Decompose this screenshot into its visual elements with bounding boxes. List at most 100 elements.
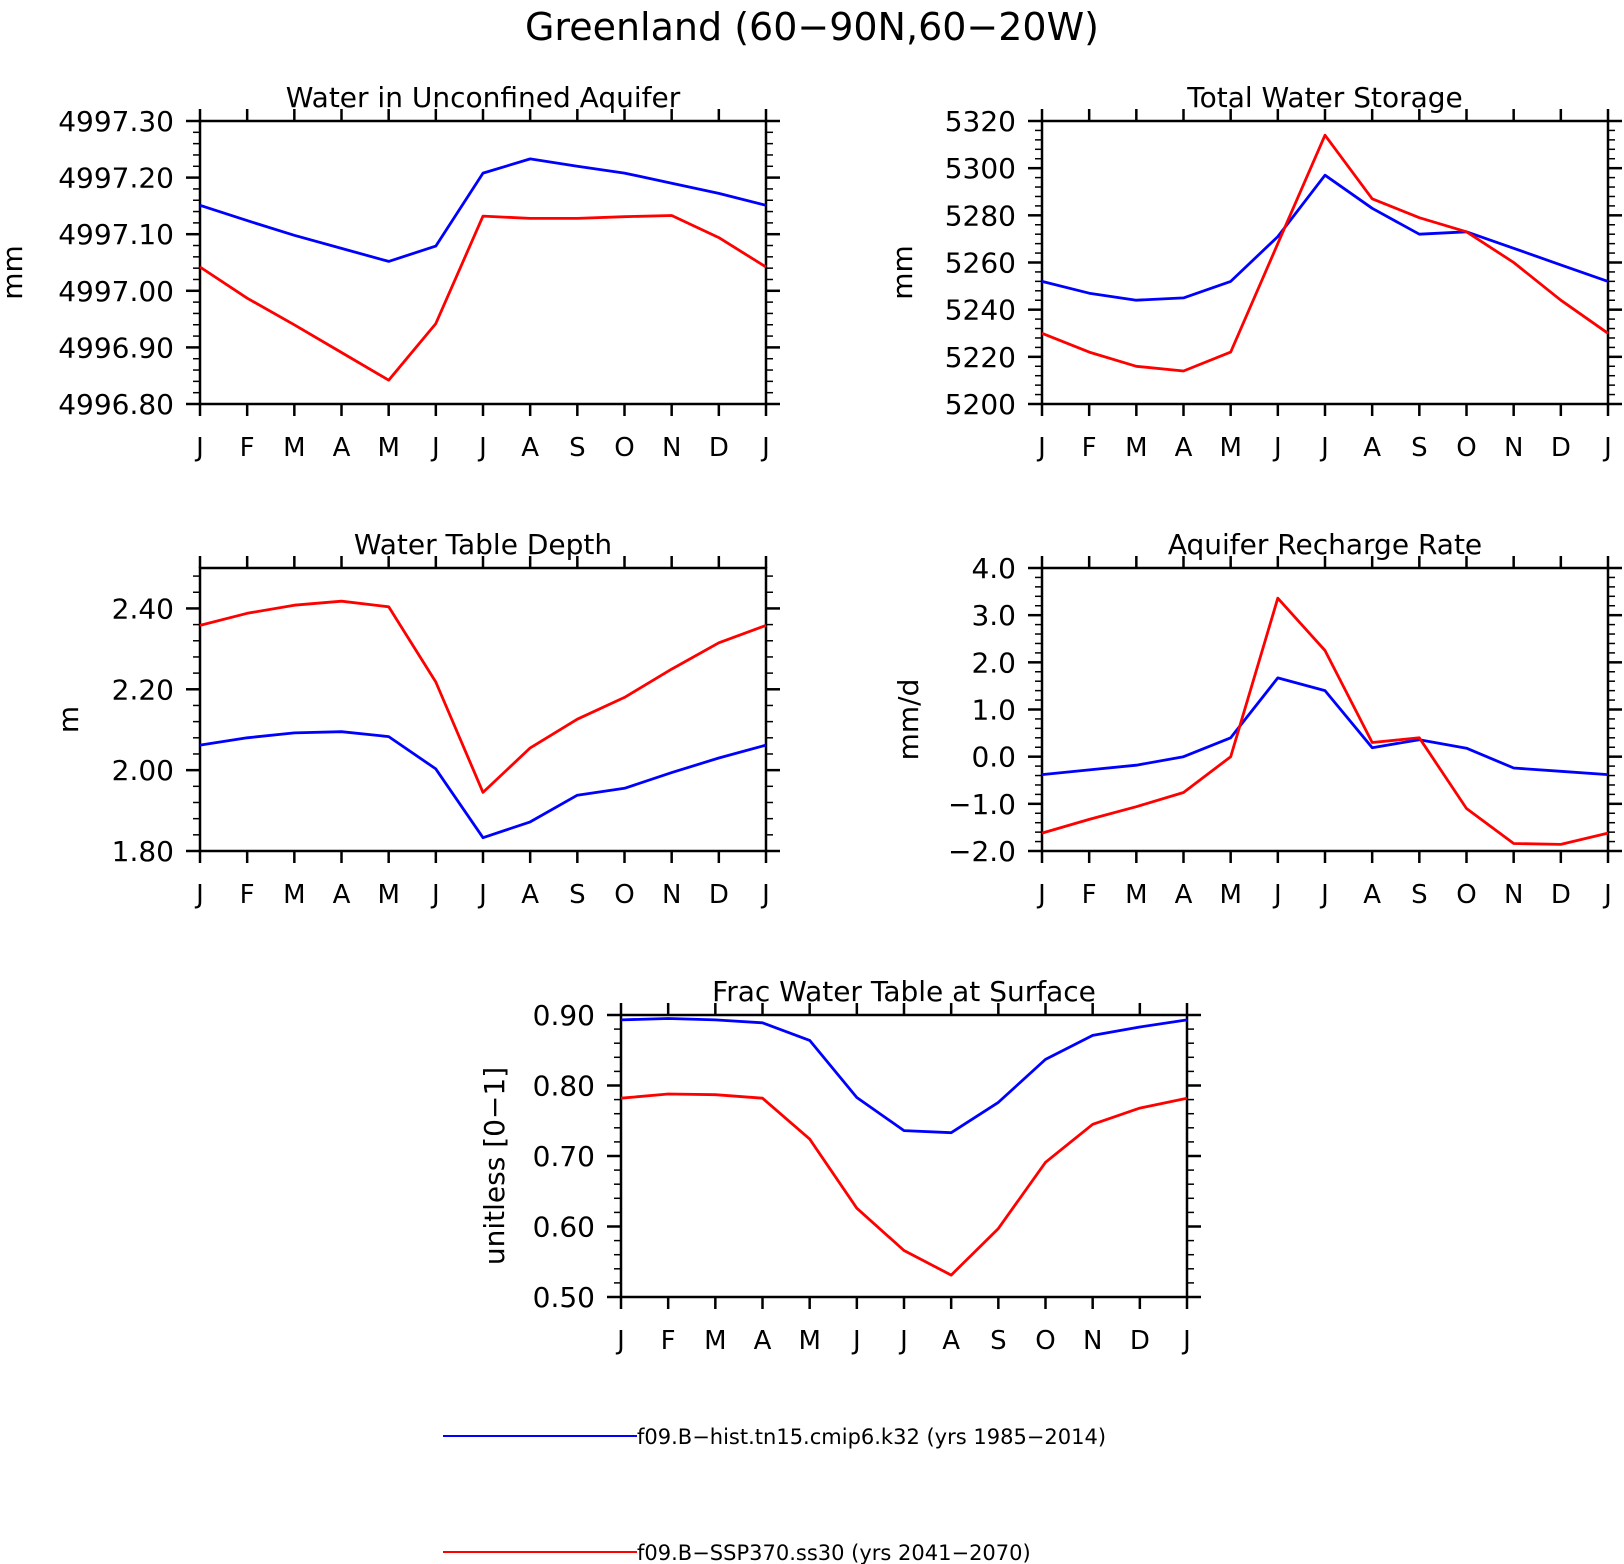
panel-title: Water Table Depth [354, 528, 612, 561]
plot-frame [1040, 119, 1610, 406]
legend-label-hist: f09.B−hist.tn15.cmip6.k32 (yrs 1985−2014… [637, 1425, 1106, 1449]
y-tick-label: 5220 [945, 341, 1016, 374]
x-tick-label: J [1272, 433, 1282, 463]
series-line-hist [199, 730, 767, 840]
x-tick-label: O [1456, 880, 1476, 910]
x-tick-label: F [1082, 433, 1097, 463]
x-tick-label: O [1456, 433, 1476, 463]
y-tick-label: 4996.80 [58, 388, 174, 421]
x-tick-label: M [704, 1326, 726, 1356]
x-tick-label: J [194, 880, 204, 910]
series-line-ssp [199, 214, 767, 382]
x-tick-label: S [1411, 433, 1428, 463]
x-tick-label: F [240, 433, 255, 463]
series-line-ssp [1041, 596, 1609, 846]
y-tick-label: 2.00 [112, 754, 174, 787]
x-tick-label: M [798, 1326, 820, 1356]
x-tick-label: J [760, 880, 770, 910]
series-line-ssp [199, 599, 767, 794]
legend-entry-ssp: f09.B−SSP370.ss30 (yrs 2041−2070) [443, 1541, 1031, 1564]
legend: f09.B−hist.tn15.cmip6.k32 (yrs 1985−2014… [443, 1425, 1106, 1564]
x-tick-label: J [430, 433, 440, 463]
y-tick-label: 5280 [945, 199, 1016, 232]
x-tick-label: J [194, 433, 204, 463]
series-line-ssp [620, 1092, 1188, 1277]
x-tick-label: O [614, 433, 634, 463]
panel-frac-water-table-at-surface: Frac Water Table at Surface unitless [0−1… [478, 975, 1201, 1356]
x-tick-label: O [614, 880, 634, 910]
x-tick-label: A [754, 1326, 772, 1356]
y-tick-label: 4997.30 [58, 105, 174, 138]
y-tick-label: 2.0 [971, 646, 1016, 679]
x-tick-label: A [521, 880, 539, 910]
x-tick-label: J [1602, 433, 1612, 463]
x-tick-label: J [430, 880, 440, 910]
x-tick-label: A [1175, 433, 1193, 463]
x-tick-label: J [1036, 433, 1046, 463]
y-tick-label: −1.0 [948, 788, 1016, 821]
y-tick-label: 1.0 [971, 694, 1016, 727]
x-tick-label: J [1036, 880, 1046, 910]
y-tick-label: 0.0 [971, 741, 1016, 774]
y-tick-label: 4997.10 [58, 218, 174, 251]
y-tick-label: 1.80 [112, 835, 174, 868]
panel-title: Frac Water Table at Surface [712, 975, 1096, 1008]
y-tick-label: 0.90 [533, 999, 595, 1032]
figure-title: Greenland (60−90N,60−20W) [525, 5, 1099, 49]
series-line-hist [620, 1017, 1188, 1135]
y-tick-label: 4997.20 [58, 162, 174, 195]
x-tick-label: A [333, 880, 351, 910]
y-tick-label: 5300 [945, 152, 1016, 185]
y-tick-label: 5320 [945, 105, 1016, 138]
x-tick-label: F [1082, 880, 1097, 910]
x-tick-label: J [760, 433, 770, 463]
x-tick-label: M [377, 433, 399, 463]
x-tick-label: M [1219, 433, 1241, 463]
series-line-ssp [1041, 133, 1609, 373]
y-tick-label: −2.0 [948, 835, 1016, 868]
x-tick-label: D [1551, 433, 1571, 463]
y-tick-label: 4997.00 [58, 275, 174, 308]
y-tick-label: 0.70 [533, 1140, 595, 1173]
x-tick-label: M [283, 433, 305, 463]
x-tick-label: M [377, 880, 399, 910]
x-tick-label: S [569, 880, 586, 910]
x-tick-label: S [990, 1326, 1007, 1356]
panel-title: Total Water Storage [1186, 81, 1463, 114]
y-tick-label: 4996.90 [58, 331, 174, 364]
y-tick-label: 2.20 [112, 673, 174, 706]
panel-title: Aquifer Recharge Rate [1168, 528, 1482, 561]
y-tick-label: 0.60 [533, 1211, 595, 1244]
x-tick-label: D [709, 433, 729, 463]
x-tick-label: O [1035, 1326, 1055, 1356]
y-tick-label: 5260 [945, 247, 1016, 280]
x-tick-label: M [1125, 880, 1147, 910]
x-tick-label: N [1083, 1326, 1102, 1356]
y-tick-label: 0.50 [533, 1281, 595, 1314]
x-tick-label: J [851, 1326, 861, 1356]
x-tick-label: J [477, 433, 487, 463]
x-tick-label: M [1125, 433, 1147, 463]
y-tick-label: 4.0 [971, 552, 1016, 585]
y-tick-label: 5200 [945, 388, 1016, 421]
y-tick-label: 5240 [945, 294, 1016, 327]
x-tick-label: J [615, 1326, 625, 1356]
x-tick-label: J [1319, 433, 1329, 463]
series-line-hist [199, 157, 767, 263]
series-line-hist [1041, 173, 1609, 302]
y-tick-label: 3.0 [971, 599, 1016, 632]
x-tick-label: J [1272, 880, 1282, 910]
x-tick-label: A [1175, 880, 1193, 910]
y-tick-label: 2.40 [112, 592, 174, 625]
x-tick-label: J [898, 1326, 908, 1356]
x-tick-label: M [283, 880, 305, 910]
y-axis-label: unitless [0−1] [478, 1067, 511, 1265]
series-line-hist [1041, 676, 1609, 776]
y-axis-label: mm [0, 245, 29, 300]
plot-frame [619, 1013, 1189, 1299]
